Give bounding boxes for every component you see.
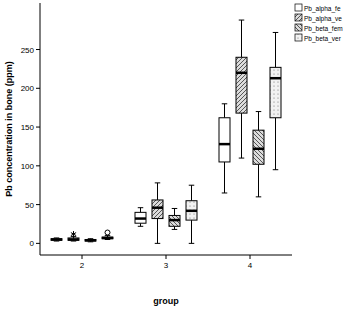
box [236,57,247,113]
upper-cap [172,208,178,209]
upper-whisker [157,183,158,200]
lower-whisker [224,162,225,193]
x-tick-label: 2 [80,261,85,270]
upper-cap [273,32,279,33]
chart: 0 50 100 150 200 250 2 3 4 group Pb concentration … [0,0,346,310]
median [186,210,197,213]
lower-cap [273,169,279,170]
box [135,212,146,223]
median [135,217,146,220]
upper-cap [189,185,195,186]
lower-cap [189,243,195,244]
upper-cap [222,103,228,104]
lower-whisker [157,219,158,244]
x-tick-label: 3 [164,261,169,270]
box [253,130,264,164]
y-tick-label: 50 [25,201,34,210]
y-tick-label: 200 [21,84,35,93]
legend: Pb_alpha_fe Pb_alpha_ve Pb_beta_fem Pb_beta… [295,4,343,43]
x-tick [82,255,83,259]
lower-whisker [191,220,192,243]
x-tick-label: 4 [248,261,253,270]
y-tick [36,88,40,89]
box [186,201,197,220]
y-tick [36,204,40,205]
box [51,239,62,241]
median [85,239,96,242]
median [219,143,230,146]
median [169,219,180,222]
x-axis-label: group [153,296,179,306]
y-tick [36,243,40,244]
x-tick [250,255,251,259]
box [169,215,180,226]
upper-whisker [241,20,242,57]
legend-label: Pb_alpha_fe [304,5,341,13]
upper-whisker [174,208,175,215]
upper-cap [256,111,262,112]
legend-swatch [295,14,302,21]
lower-cap [172,229,178,230]
legend-label: Pb_alpha_ve [304,15,342,23]
y-tick-label: 0 [30,239,35,248]
median [253,148,264,151]
upper-whisker [275,32,276,67]
lower-cap [256,196,262,197]
upper-whisker [224,104,225,118]
legend-label: Pb_beta_ver [304,35,342,43]
box [219,118,230,162]
legend-swatch [295,34,302,41]
y-tick [36,49,40,50]
lower-cap [222,192,228,193]
upper-cap [155,182,161,183]
upper-cap [239,20,245,21]
box [152,200,163,219]
median [51,238,62,241]
upper-whisker [191,185,192,201]
y-tick [36,127,40,128]
upper-cap [138,207,144,208]
y-tick-label: 150 [21,123,35,132]
lower-whisker [258,164,259,197]
upper-whisker [258,112,259,131]
median [236,72,247,75]
y-tick-label: 250 [21,46,35,55]
box [85,239,96,241]
median [68,238,79,241]
extreme [71,231,76,237]
lower-whisker [241,113,242,158]
lower-cap [155,243,161,244]
y-axis-label: Pb concentration in bone (ppm) [4,61,14,197]
y-axis [40,3,41,255]
y-tick [36,165,40,166]
lower-cap [239,158,245,159]
median [102,237,113,240]
median [152,206,163,209]
box [68,238,79,240]
median [270,77,281,80]
upper-whisker [140,208,141,213]
outlier [105,230,110,235]
plot-area [51,20,281,243]
box [270,67,281,117]
box [102,237,113,239]
lower-whisker [275,118,276,170]
lower-cap [138,226,144,227]
legend-label: Pb_beta_fem [304,25,343,33]
legend-swatch [295,24,302,31]
x-tick [166,255,167,259]
legend-swatch [295,4,302,11]
y-tick-label: 100 [21,162,35,171]
